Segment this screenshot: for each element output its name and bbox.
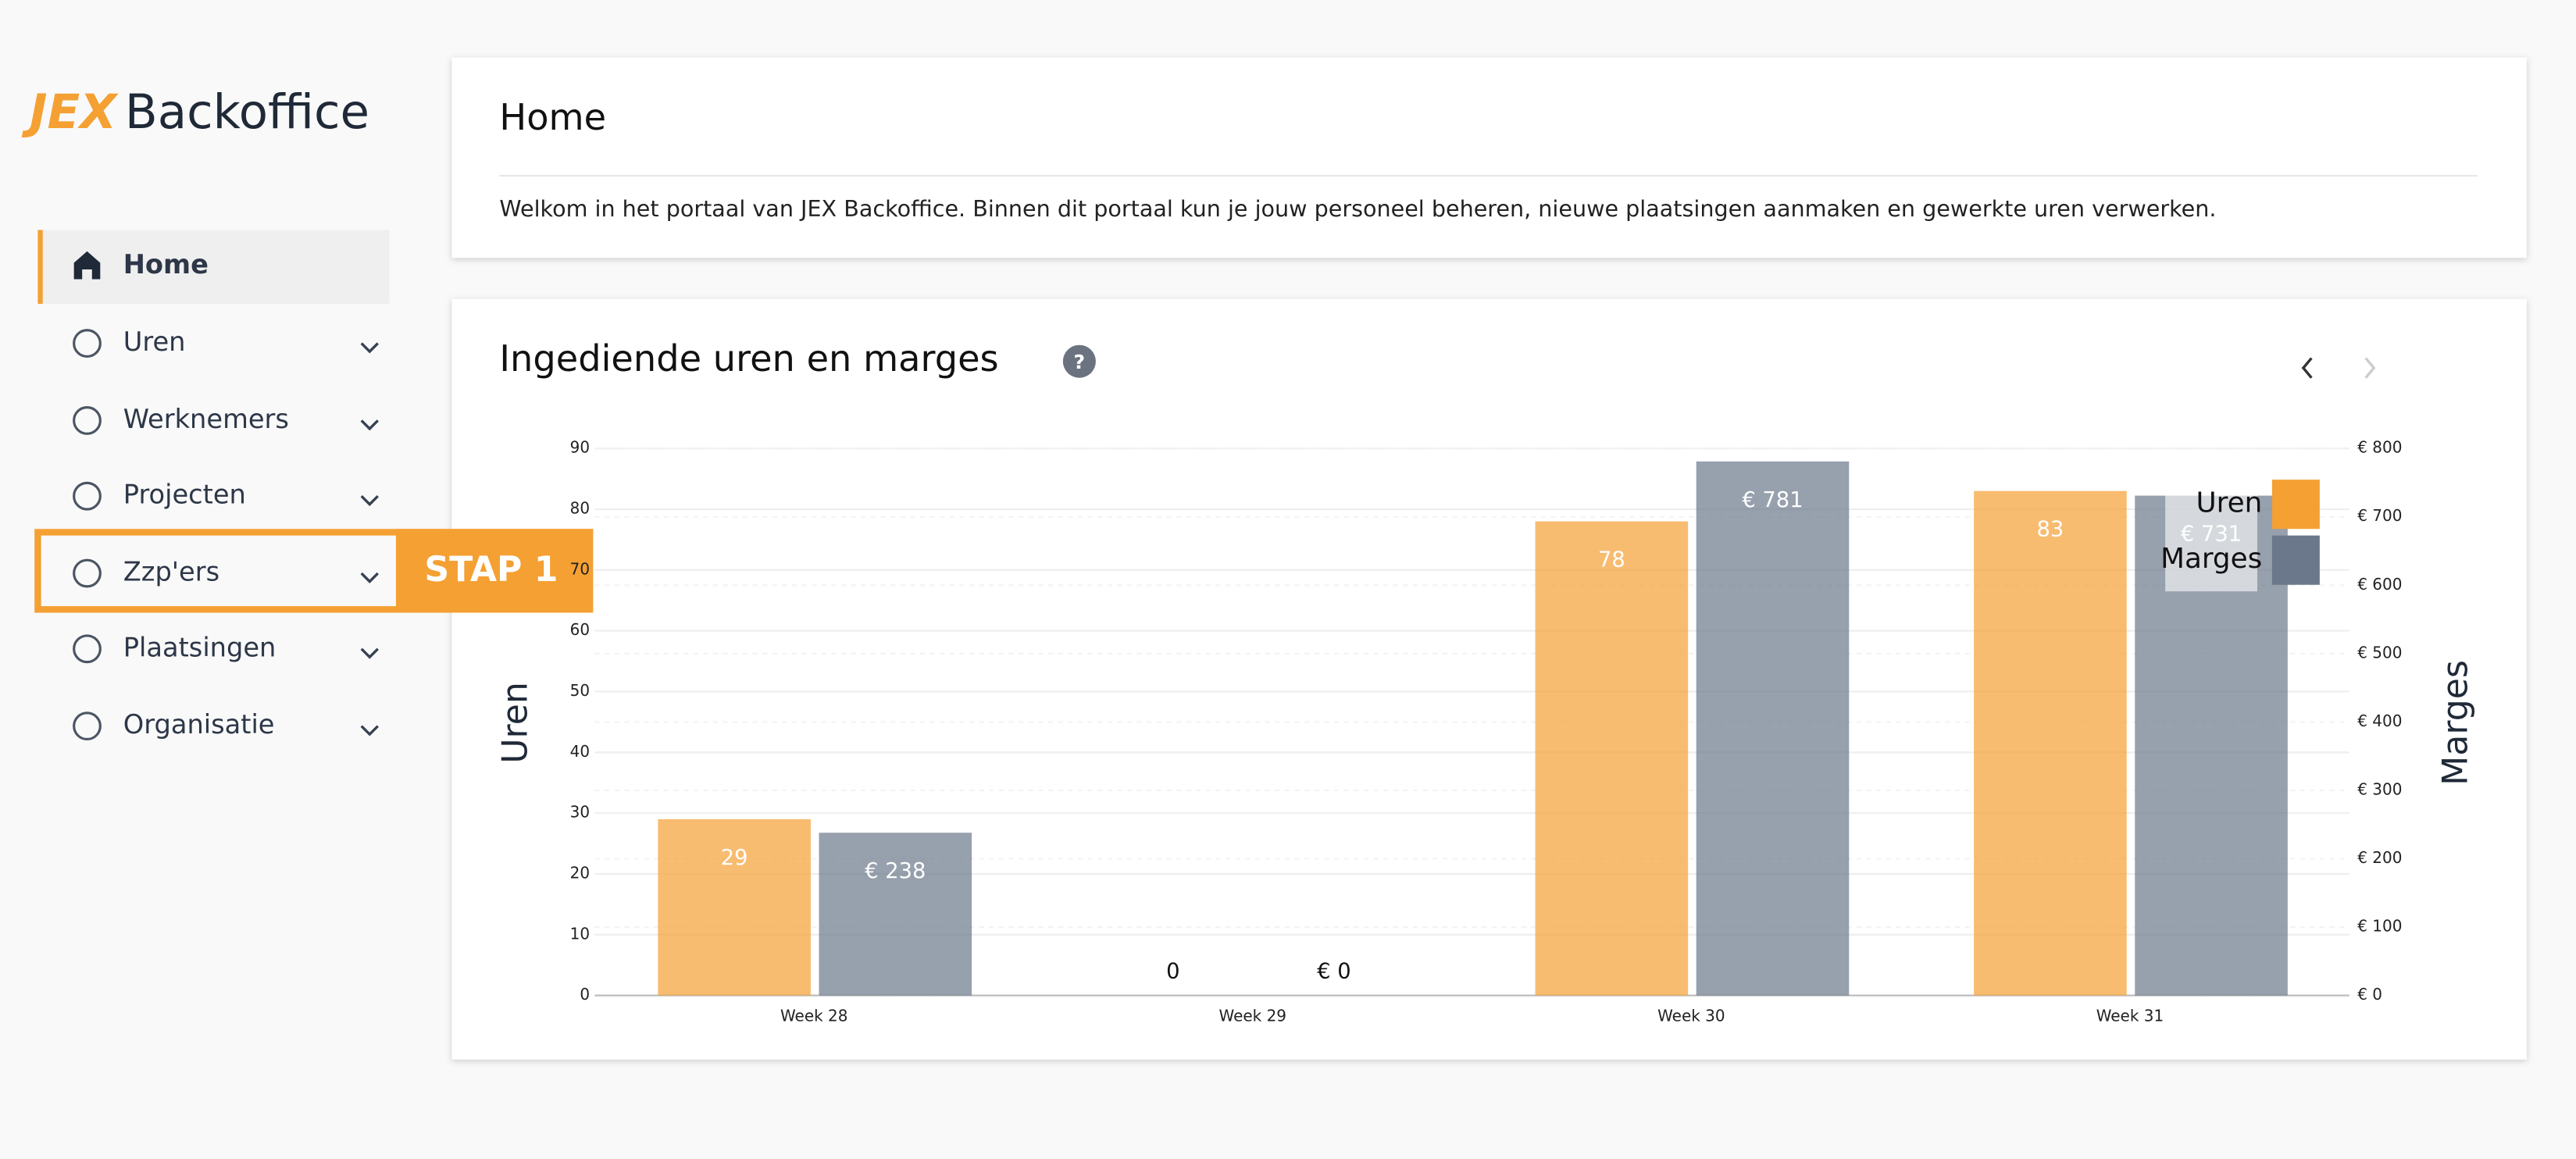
y-tick-label: 30 [570, 803, 590, 822]
help-icon[interactable] [1062, 344, 1096, 378]
nav-item[interactable]: Projecten [123, 480, 246, 510]
bar-value-label: € 0 [1317, 960, 1350, 984]
welcome-text: Welkom in het portaal van JEX Backoffice… [499, 195, 2216, 222]
chevron [360, 342, 379, 354]
nav-item[interactable]: Uren [123, 326, 186, 357]
bar [658, 818, 811, 996]
nav-item[interactable]: Home [123, 249, 209, 280]
bar [1535, 521, 1689, 996]
y2-tick-label: € 700 [2357, 506, 2402, 525]
nav-item[interactable]: Werknemers [123, 404, 289, 434]
legend-bg [2165, 489, 2257, 592]
sidebar: Home Uren Werknemers Projecten Zzp'ers Plaats… [34, 230, 594, 741]
y-tick-label: 60 [570, 620, 590, 639]
y2-tick-label: € 600 [2357, 575, 2402, 594]
help-icon-text: ? [1074, 351, 1086, 373]
active-bar [37, 230, 43, 305]
y2-tick-label: € 300 [2357, 779, 2402, 798]
bar-value-label: € 238 [865, 859, 926, 883]
nav-item[interactable]: Organisatie [123, 709, 275, 740]
bar-value-label: 78 [1598, 548, 1625, 572]
chart-title: Ingediende uren en marges [499, 337, 998, 380]
y2-axis-label: Marges [2436, 660, 2476, 786]
y2-tick-label: € 800 [2357, 438, 2402, 457]
y-tick-label: 20 [570, 863, 590, 882]
annotation-label: STAP 1 [424, 550, 558, 590]
y-tick-label: 40 [570, 742, 590, 761]
y2-tick-label: € 500 [2357, 643, 2402, 662]
bar [1974, 490, 2127, 996]
nav-icon [73, 406, 102, 435]
nav-icon [73, 634, 102, 664]
y2-tick-label: € 100 [2357, 917, 2402, 936]
nav-icon [73, 251, 101, 280]
nav-item[interactable]: Zzp'ers [123, 557, 219, 587]
legend-label: Marges [2160, 543, 2262, 575]
y-axis-label: Uren [496, 682, 536, 764]
x-tick-label: Week 30 [1657, 1006, 1725, 1025]
x-tick-label: Week 28 [780, 1006, 847, 1025]
y-tick-label: 50 [570, 681, 590, 700]
y-tick-label: 90 [570, 438, 590, 457]
chevron [360, 419, 379, 431]
chevron [360, 647, 379, 659]
chevron [360, 725, 379, 736]
nav-icon [73, 481, 102, 511]
nav-icon [73, 329, 102, 358]
legend-swatch [2271, 480, 2320, 530]
y-tick-label: 10 [570, 924, 590, 943]
bar-value-label: 83 [2037, 518, 2064, 542]
x-tick-label: Week 31 [2096, 1006, 2164, 1025]
next-button[interactable] [2364, 357, 2376, 379]
page-title: Home [499, 96, 606, 138]
nav-item[interactable]: Plaatsingen [123, 632, 277, 662]
nav-icon [73, 711, 102, 741]
chevron [360, 495, 379, 507]
header-card [451, 57, 2527, 259]
bar-value-label: € 781 [1742, 488, 1803, 512]
bar-value-label: 29 [721, 846, 748, 870]
chart: 0 10 20 30 40 50 60 70 80 90 € 0 € 100 € 200 € 300 € 4… [496, 438, 2476, 1025]
y2-tick-label: € 400 [2357, 711, 2402, 730]
legend-swatch [2271, 535, 2320, 585]
y-tick-label: 70 [570, 559, 590, 578]
prev-button[interactable] [2301, 357, 2313, 379]
y2-tick-label: € 200 [2357, 848, 2402, 867]
bar [819, 833, 972, 996]
nav-icon [73, 558, 102, 588]
chevron [360, 572, 379, 583]
annotation-label-bg [395, 529, 594, 612]
logo-product: Backoffice [125, 84, 369, 140]
y2-tick-label: € 0 [2357, 985, 2382, 1004]
logo-brand: JEX [21, 84, 119, 140]
y-tick-label: 0 [580, 985, 590, 1004]
x-tick-label: Week 29 [1219, 1006, 1286, 1025]
bar-value-label: 0 [1166, 960, 1179, 984]
bar [1696, 461, 1850, 996]
legend-label: Uren [2196, 487, 2263, 519]
y-tick-label: 80 [570, 499, 590, 518]
